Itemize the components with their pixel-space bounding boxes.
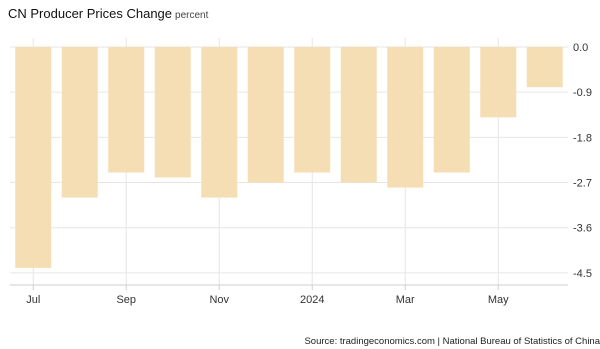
y-tick-label: 0.0 (573, 42, 588, 54)
y-tick-label: -1.8 (573, 132, 592, 144)
chart-title: CN Producer Prices Change (8, 6, 173, 21)
bar-2024 (294, 47, 331, 173)
x-tick-label: Sep (116, 294, 136, 306)
x-tick-label: Mar (396, 294, 415, 306)
bar-aug (61, 47, 98, 198)
bar-sep (108, 47, 145, 173)
y-tick-label: -0.9 (573, 87, 592, 99)
bar-jun (526, 47, 563, 88)
x-tick-label: Jul (26, 294, 40, 306)
y-tick-label: -4.5 (573, 268, 592, 280)
bar-dec (247, 47, 284, 183)
x-tick-label: 2024 (300, 294, 324, 306)
chart-subtitle: percent (175, 10, 209, 21)
bar-oct (154, 47, 191, 178)
x-tick-label: Nov (209, 294, 229, 306)
bar-may (480, 47, 517, 118)
bar-mar (387, 47, 424, 188)
y-tick-label: -3.6 (573, 223, 592, 235)
x-tick-label: May (488, 294, 509, 306)
bar-apr (433, 47, 470, 173)
bar-feb (340, 47, 377, 183)
bar-jul (15, 47, 52, 268)
y-tick-label: -2.7 (573, 178, 592, 190)
source-attribution: Source: tradingeconomics.com | National … (304, 336, 600, 347)
bar-nov (201, 47, 238, 198)
chart-title-block: CN Producer Prices Change percent (8, 5, 208, 23)
